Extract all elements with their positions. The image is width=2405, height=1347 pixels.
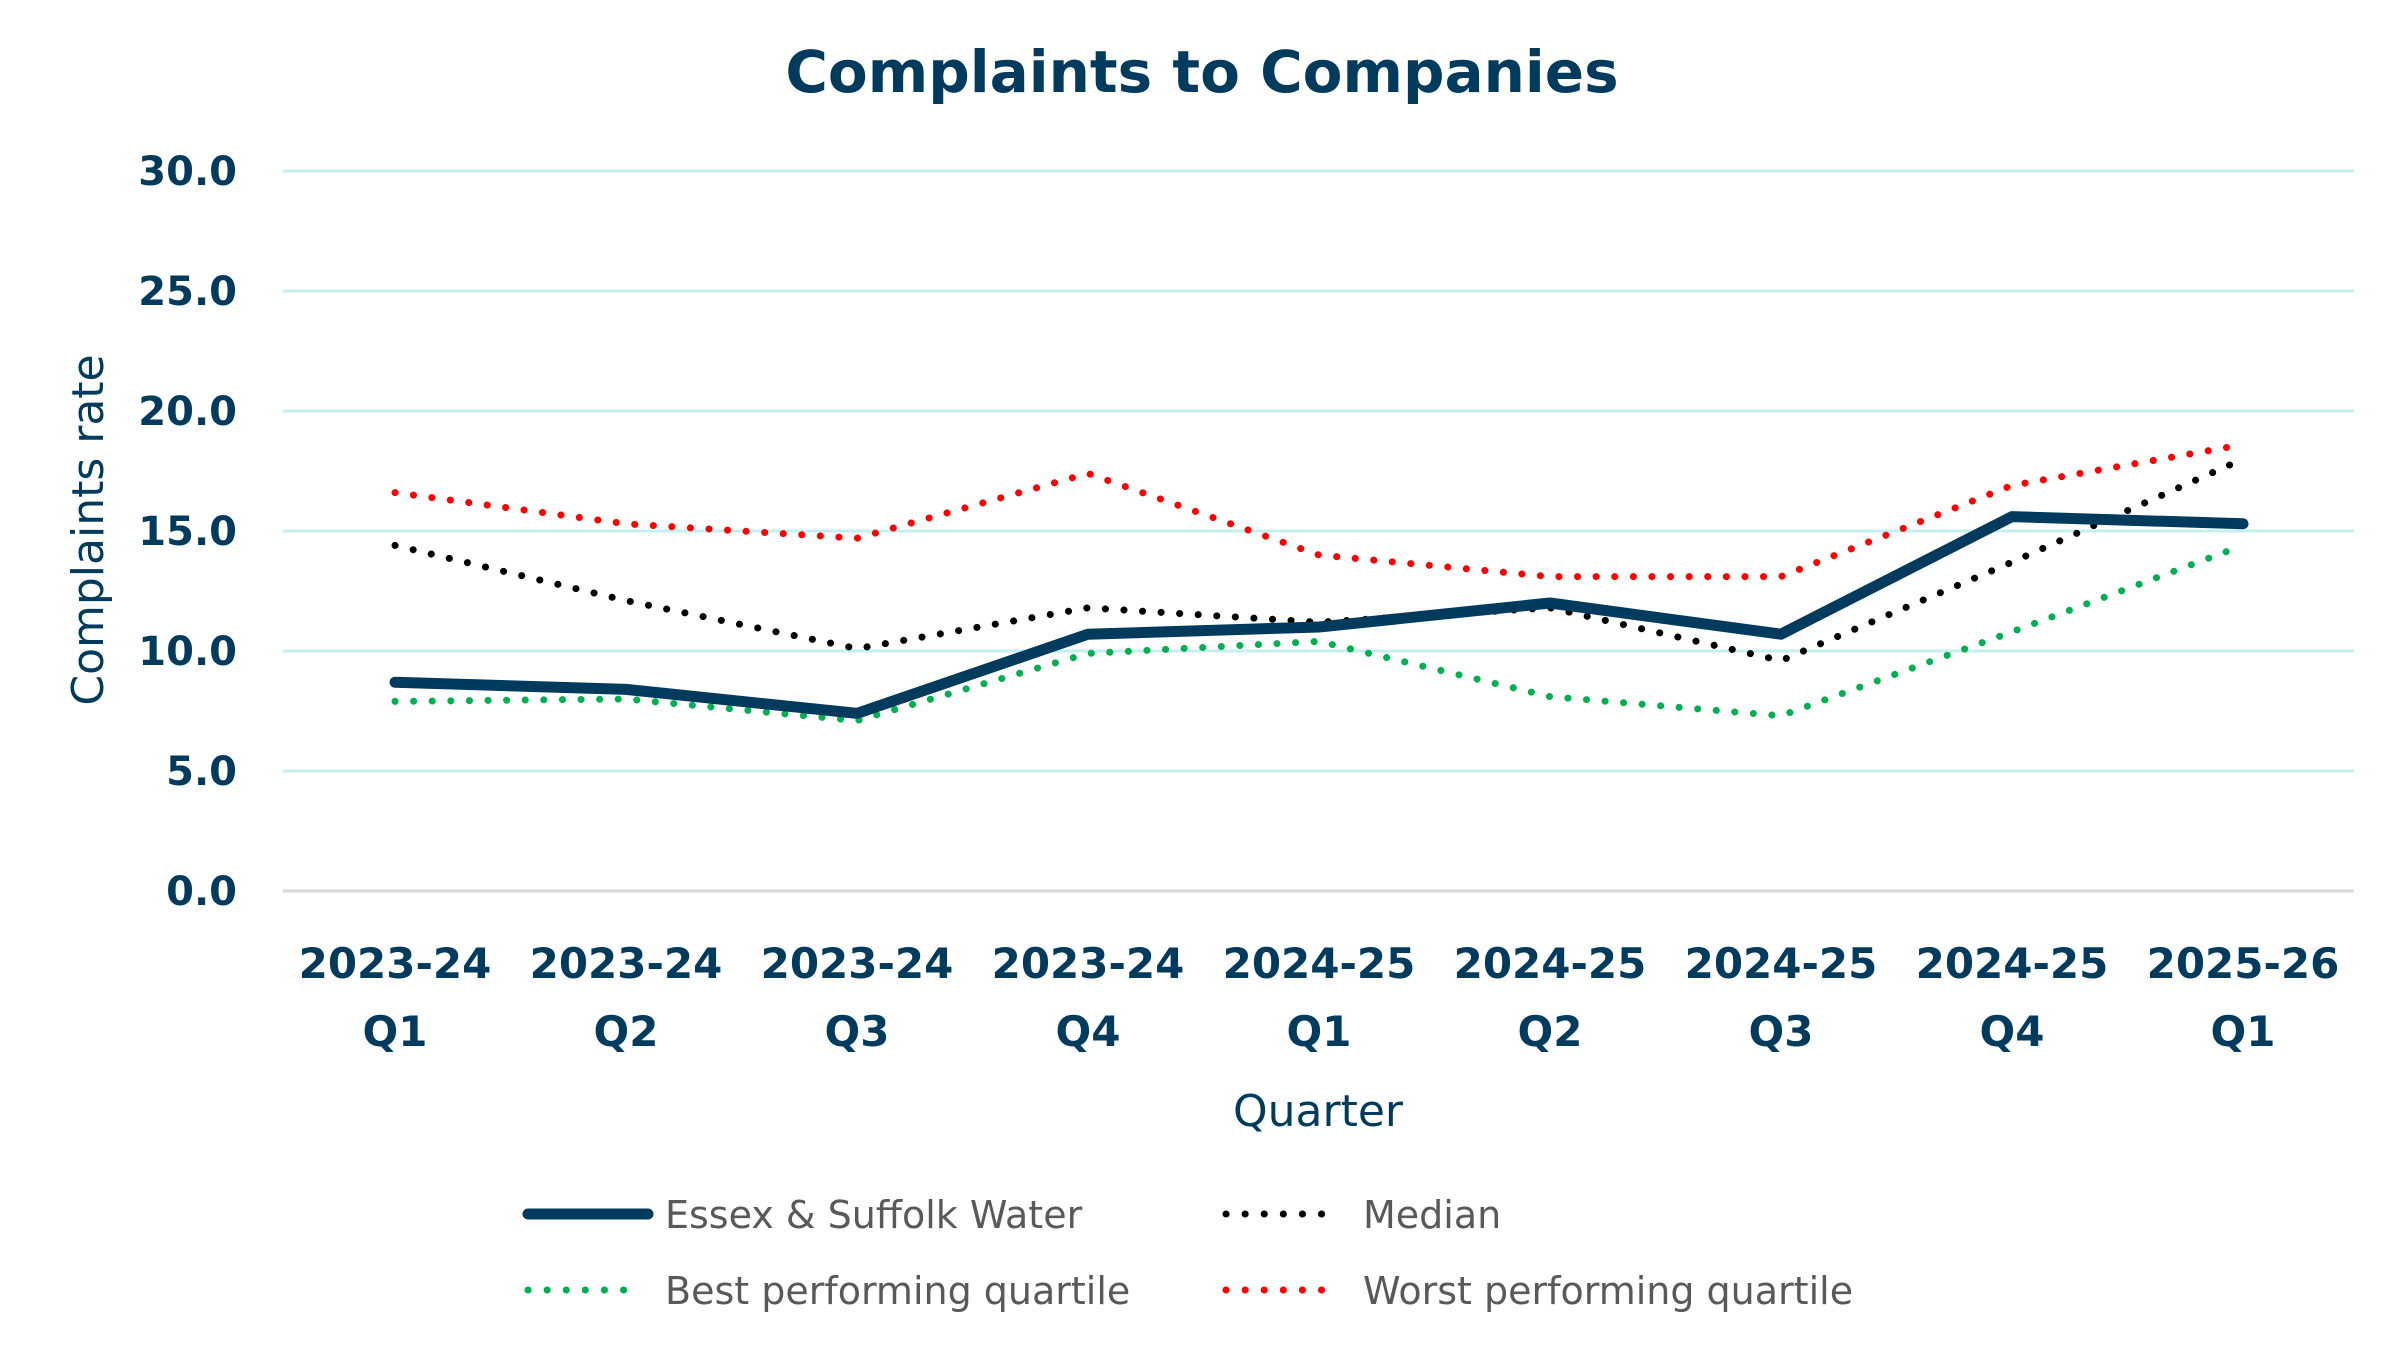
series-line-median <box>391 455 2247 665</box>
series-lines <box>389 441 2249 725</box>
x-tick-label-quarter: Q2 <box>1518 1007 1583 1056</box>
x-tick-label-year: 2024-25 <box>1916 939 2109 988</box>
x-tick-label-year: 2024-25 <box>1454 939 1647 988</box>
y-axis-ticks: 0.0 5.0 10.0 15.0 20.0 25.0 30.0 <box>138 149 237 915</box>
legend-label: Best performing quartile <box>665 1269 1130 1313</box>
x-tick-label-year: 2023-24 <box>530 939 723 988</box>
y-tick-label: 20.0 <box>138 389 237 435</box>
x-tick-label-year: 2024-25 <box>1685 939 1878 988</box>
x-tick-label-year: 2024-25 <box>1223 939 1416 988</box>
y-axis-label: Complaints rate <box>63 354 114 705</box>
legend-label: Essex & Suffolk Water <box>665 1193 1083 1237</box>
x-tick-label-year: 2023-24 <box>992 939 1185 988</box>
x-tick-label-quarter: Q4 <box>1056 1007 1121 1056</box>
chart-title: Complaints to Companies <box>785 38 1618 106</box>
y-tick-label: 25.0 <box>138 269 237 315</box>
y-tick-label: 15.0 <box>138 509 237 555</box>
x-tick-label-quarter: Q1 <box>1287 1007 1352 1056</box>
x-tick-label-quarter: Q3 <box>825 1007 890 1056</box>
x-axis-label: Quarter <box>1233 1086 1404 1137</box>
x-tick-label-quarter: Q1 <box>363 1007 428 1056</box>
x-tick-label-year: 2023-24 <box>761 939 954 988</box>
legend-item-median: Median <box>1222 1193 1501 1237</box>
y-tick-label: 0.0 <box>166 869 237 915</box>
legend-item-essex-suffolk-water: Essex & Suffolk Water <box>522 1193 1083 1237</box>
legend-label: Worst performing quartile <box>1363 1269 1853 1313</box>
series-line-worst-performing-quartile <box>391 441 2247 581</box>
legend-item-best-performing-quartile: Best performing quartile <box>524 1269 1130 1313</box>
series-line-essex-suffolk-water <box>389 511 2249 719</box>
x-tick-label-quarter: Q1 <box>2211 1007 2276 1056</box>
gridlines <box>283 169 2354 893</box>
x-axis-ticks: 2023-24 Q1 2023-24 Q2 2023-24 Q3 2023-24 Q4 2024… <box>299 939 2340 1056</box>
x-tick-label-year: 2023-24 <box>299 939 492 988</box>
legend-item-worst-performing-quartile: Worst performing quartile <box>1222 1269 1853 1313</box>
x-tick-label-quarter: Q2 <box>594 1007 659 1056</box>
x-tick-label-year: 2025-26 <box>2147 939 2340 988</box>
y-tick-label: 5.0 <box>166 749 237 795</box>
x-tick-label-quarter: Q3 <box>1749 1007 1814 1056</box>
y-tick-label: 30.0 <box>138 149 237 195</box>
y-tick-label: 10.0 <box>138 629 237 675</box>
legend-label: Median <box>1363 1193 1501 1237</box>
x-tick-label-quarter: Q4 <box>1980 1007 2045 1056</box>
legend: Essex & Suffolk Water Median Best performi… <box>522 1193 1853 1313</box>
